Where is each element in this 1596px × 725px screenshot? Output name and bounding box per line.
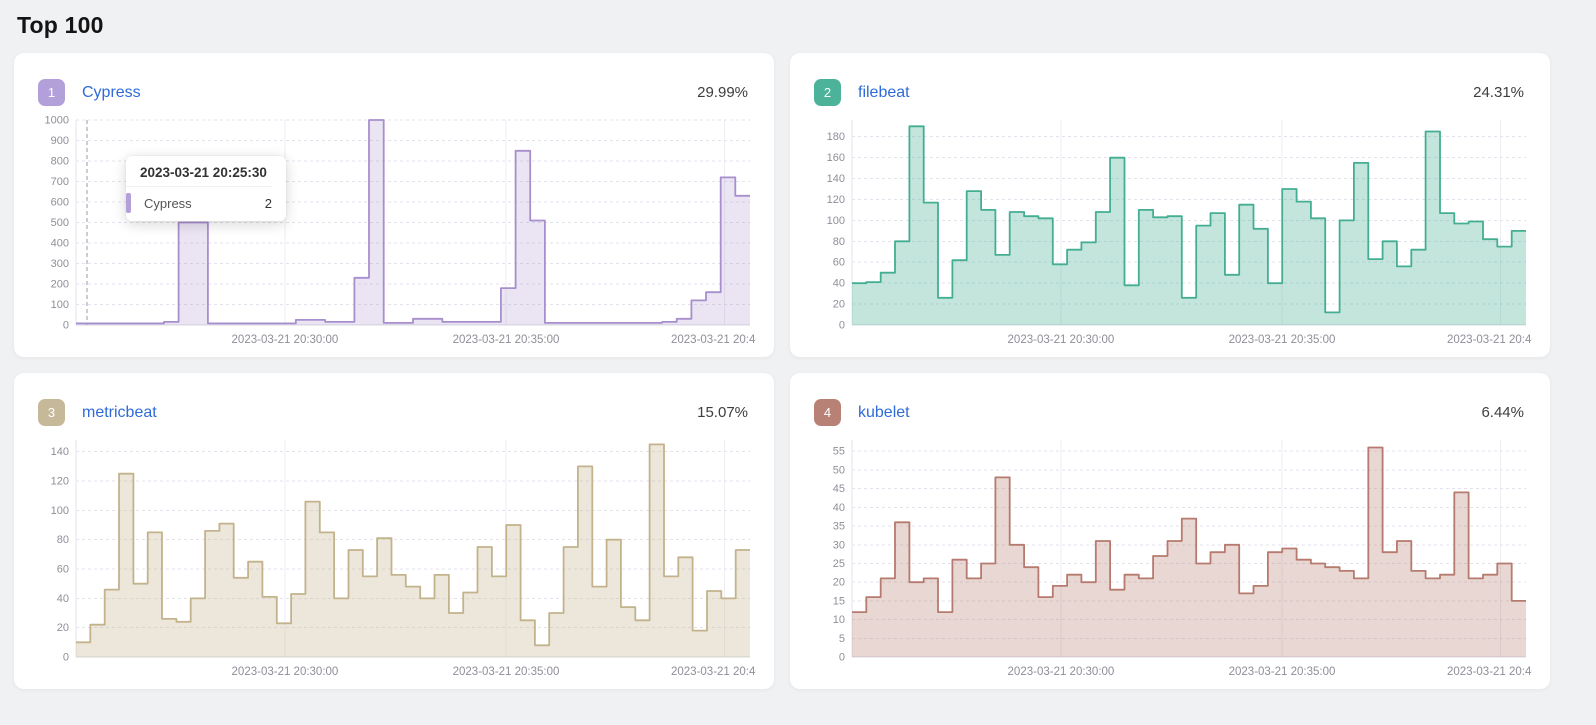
series-link-filebeat[interactable]: filebeat bbox=[858, 83, 910, 101]
svg-text:40: 40 bbox=[57, 593, 69, 605]
svg-text:20: 20 bbox=[57, 622, 69, 634]
svg-text:45: 45 bbox=[833, 483, 845, 495]
svg-text:0: 0 bbox=[839, 652, 845, 664]
svg-text:80: 80 bbox=[833, 236, 845, 248]
chart-card-kubelet: 4 kubelet 6.44% 2023-03-21 20:30:00 2023-… bbox=[790, 373, 1550, 689]
svg-text:100: 100 bbox=[51, 299, 69, 311]
svg-text:5: 5 bbox=[839, 633, 845, 645]
svg-text:2023-03-21 20:40:00: 2023-03-21 20:40:00 bbox=[1447, 666, 1532, 678]
svg-text:180: 180 bbox=[827, 131, 845, 143]
chart-tooltip: 2023-03-21 20:25:30 Cypress 2 bbox=[126, 156, 286, 221]
card-header: 4 kubelet 6.44% bbox=[790, 373, 1550, 426]
svg-text:2023-03-21 20:30:00: 2023-03-21 20:30:00 bbox=[232, 666, 339, 678]
svg-text:200: 200 bbox=[51, 279, 69, 291]
svg-text:2023-03-21 20:30:00: 2023-03-21 20:30:00 bbox=[1008, 666, 1115, 678]
svg-text:2023-03-21 20:35:00: 2023-03-21 20:35:00 bbox=[453, 666, 560, 678]
svg-text:600: 600 bbox=[51, 197, 69, 209]
svg-text:40: 40 bbox=[833, 278, 845, 290]
svg-text:60: 60 bbox=[833, 257, 845, 269]
card-header: 1 Cypress 29.99% bbox=[14, 53, 774, 106]
svg-text:2023-03-21 20:35:00: 2023-03-21 20:35:00 bbox=[453, 334, 560, 346]
svg-text:500: 500 bbox=[51, 217, 69, 229]
svg-text:400: 400 bbox=[51, 238, 69, 250]
svg-text:0: 0 bbox=[839, 320, 845, 332]
chart-canvas-metricbeat[interactable]: 2023-03-21 20:30:00 2023-03-21 20:35:00 20… bbox=[32, 432, 756, 683]
chart-area-filebeat: 2023-03-21 20:30:00 2023-03-21 20:35:00 20… bbox=[790, 106, 1550, 357]
series-link-cypress[interactable]: Cypress bbox=[82, 83, 141, 101]
svg-text:40: 40 bbox=[833, 502, 845, 514]
svg-text:800: 800 bbox=[51, 156, 69, 168]
svg-text:2023-03-21 20:30:00: 2023-03-21 20:30:00 bbox=[232, 334, 339, 346]
percent-value: 24.31% bbox=[1473, 84, 1524, 101]
svg-text:120: 120 bbox=[51, 476, 69, 488]
cards-grid: 1 Cypress 29.99% 2023-03-21 20:30:00 2023… bbox=[14, 53, 1550, 689]
svg-text:25: 25 bbox=[833, 558, 845, 570]
rank-badge: 2 bbox=[814, 79, 841, 106]
svg-text:100: 100 bbox=[51, 505, 69, 517]
svg-text:15: 15 bbox=[833, 595, 845, 607]
svg-text:1000: 1000 bbox=[45, 115, 69, 127]
svg-text:2023-03-21 20:40:00: 2023-03-21 20:40:00 bbox=[671, 666, 756, 678]
rank-badge: 1 bbox=[38, 79, 65, 106]
svg-text:20: 20 bbox=[833, 577, 845, 589]
svg-text:30: 30 bbox=[833, 539, 845, 551]
tooltip-series-value: 2 bbox=[264, 195, 272, 211]
rank-badge: 3 bbox=[38, 399, 65, 426]
svg-text:80: 80 bbox=[57, 534, 69, 546]
percent-value: 6.44% bbox=[1481, 404, 1524, 421]
svg-text:700: 700 bbox=[51, 176, 69, 188]
svg-text:2023-03-21 20:30:00: 2023-03-21 20:30:00 bbox=[1008, 334, 1115, 346]
svg-text:2023-03-21 20:35:00: 2023-03-21 20:35:00 bbox=[1229, 666, 1336, 678]
svg-text:2023-03-21 20:40:00: 2023-03-21 20:40:00 bbox=[1447, 334, 1532, 346]
svg-text:60: 60 bbox=[57, 564, 69, 576]
chart-area-cypress: 2023-03-21 20:30:00 2023-03-21 20:35:00 20… bbox=[14, 106, 774, 357]
chart-card-metricbeat: 3 metricbeat 15.07% 2023-03-21 20:30:00 2… bbox=[14, 373, 774, 689]
tooltip-series-row: Cypress 2 bbox=[126, 186, 272, 213]
svg-text:0: 0 bbox=[63, 320, 69, 332]
chart-card-filebeat: 2 filebeat 24.31% 2023-03-21 20:30:00 202… bbox=[790, 53, 1550, 357]
chart-area-metricbeat: 2023-03-21 20:30:00 2023-03-21 20:35:00 20… bbox=[14, 426, 774, 689]
svg-text:140: 140 bbox=[51, 446, 69, 458]
chart-canvas-kubelet[interactable]: 2023-03-21 20:30:00 2023-03-21 20:35:00 20… bbox=[808, 432, 1532, 683]
series-link-kubelet[interactable]: kubelet bbox=[858, 403, 910, 421]
svg-text:900: 900 bbox=[51, 135, 69, 147]
svg-text:55: 55 bbox=[833, 446, 845, 458]
chart-canvas-filebeat[interactable]: 2023-03-21 20:30:00 2023-03-21 20:35:00 20… bbox=[808, 112, 1532, 351]
chart-area-kubelet: 2023-03-21 20:30:00 2023-03-21 20:35:00 20… bbox=[790, 426, 1550, 689]
svg-text:2023-03-21 20:35:00: 2023-03-21 20:35:00 bbox=[1229, 334, 1336, 346]
card-header: 2 filebeat 24.31% bbox=[790, 53, 1550, 106]
svg-text:100: 100 bbox=[827, 215, 845, 227]
percent-value: 29.99% bbox=[697, 84, 748, 101]
rank-badge: 4 bbox=[814, 399, 841, 426]
svg-text:140: 140 bbox=[827, 173, 845, 185]
card-header: 3 metricbeat 15.07% bbox=[14, 373, 774, 426]
svg-text:10: 10 bbox=[833, 614, 845, 626]
tooltip-series-marker bbox=[126, 193, 131, 213]
svg-text:50: 50 bbox=[833, 464, 845, 476]
tooltip-series-name: Cypress bbox=[144, 195, 192, 211]
svg-text:120: 120 bbox=[827, 194, 845, 206]
svg-text:20: 20 bbox=[833, 299, 845, 311]
svg-text:0: 0 bbox=[63, 652, 69, 664]
svg-text:35: 35 bbox=[833, 521, 845, 533]
svg-text:300: 300 bbox=[51, 258, 69, 270]
page-title: Top 100 bbox=[17, 12, 104, 38]
svg-text:160: 160 bbox=[827, 152, 845, 164]
percent-value: 15.07% bbox=[697, 404, 748, 421]
chart-card-cypress: 1 Cypress 29.99% 2023-03-21 20:30:00 2023… bbox=[14, 53, 774, 357]
series-link-metricbeat[interactable]: metricbeat bbox=[82, 403, 157, 421]
svg-text:2023-03-21 20:40:00: 2023-03-21 20:40:00 bbox=[671, 334, 756, 346]
tooltip-timestamp: 2023-03-21 20:25:30 bbox=[140, 165, 267, 180]
chart-canvas-cypress[interactable]: 2023-03-21 20:30:00 2023-03-21 20:35:00 20… bbox=[32, 112, 756, 351]
